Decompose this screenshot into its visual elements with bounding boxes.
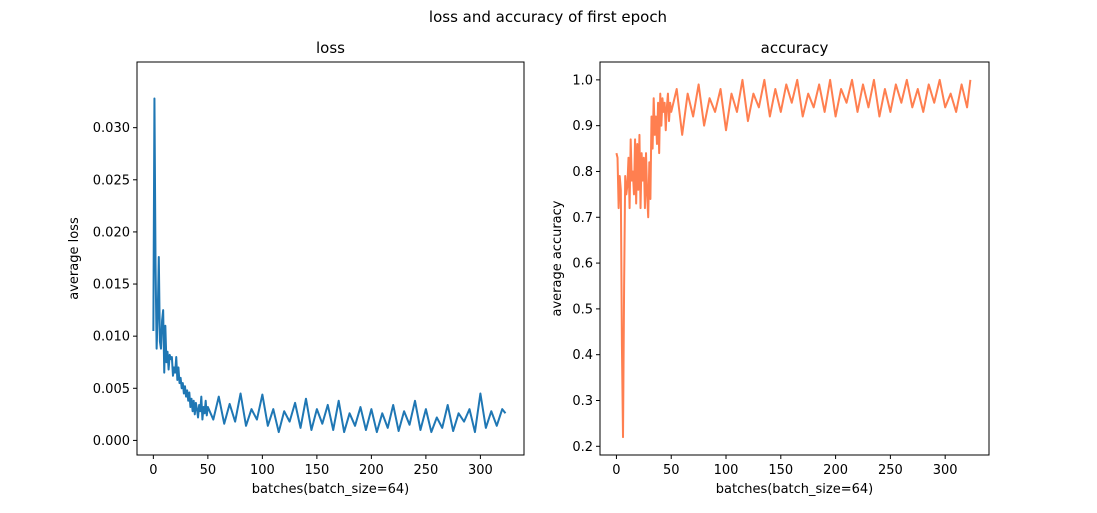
loss-x-tick-label: 250 xyxy=(413,463,438,478)
accuracy-y-tick-label: 1.0 xyxy=(572,73,593,88)
accuracy-x-tick-label: 0 xyxy=(612,463,620,478)
loss-y-tick-label: 0.015 xyxy=(93,278,130,293)
accuracy-y-tick-label: 0.6 xyxy=(572,257,593,272)
accuracy-x-tick-label: 250 xyxy=(878,463,903,478)
loss-y-tick-label: 0.020 xyxy=(93,225,130,240)
accuracy-y-tick-label: 0.2 xyxy=(572,440,593,455)
accuracy-y-tick-label: 0.5 xyxy=(572,302,593,317)
loss-axes-frame xyxy=(136,61,525,456)
loss-x-tick-label: 150 xyxy=(304,463,329,478)
loss-x-tick-label: 300 xyxy=(468,463,493,478)
loss-x-tick-label: 0 xyxy=(149,463,157,478)
accuracy-y-tick-label: 0.8 xyxy=(572,165,593,180)
accuracy-subplot: 0 50 100 150 200 250 300 0.2 0.3 0.4 0.5 0.6 0.7 0.8 0… xyxy=(550,39,990,497)
loss-subplot: 0 50 100 150 200 250 300 0.000 0.005 0.010 0.015 0.… xyxy=(67,39,525,497)
accuracy-x-axis-label: batches(batch_size=64) xyxy=(716,482,873,497)
loss-title: loss xyxy=(316,39,345,57)
accuracy-series-line xyxy=(615,78,972,439)
loss-x-axis-label: batches(batch_size=64) xyxy=(252,482,409,497)
accuracy-axes-frame xyxy=(599,61,990,456)
loss-x-tick-label: 200 xyxy=(359,463,384,478)
accuracy-y-tick-label: 0.3 xyxy=(572,394,593,409)
loss-y-axis-label: average loss xyxy=(67,217,82,300)
accuracy-title: accuracy xyxy=(761,39,829,57)
accuracy-x-tick-label: 200 xyxy=(823,463,848,478)
loss-y-tick-label: 0.025 xyxy=(93,173,130,188)
accuracy-x-tick-label: 50 xyxy=(663,463,680,478)
accuracy-y-tick-label: 0.7 xyxy=(572,211,593,226)
loss-series-line xyxy=(152,97,507,434)
loss-x-tick-label: 50 xyxy=(200,463,217,478)
accuracy-y-tick-label: 0.4 xyxy=(572,348,593,363)
accuracy-x-tick-label: 150 xyxy=(768,463,793,478)
loss-y-tick-label: 0.010 xyxy=(93,330,130,345)
loss-y-tick-label: 0.005 xyxy=(93,382,130,397)
accuracy-x-tick-label: 100 xyxy=(714,463,739,478)
loss-y-tick-label: 0.030 xyxy=(93,121,130,136)
loss-x-tick-label: 100 xyxy=(250,463,275,478)
accuracy-y-axis-label: average accuracy xyxy=(550,200,565,316)
loss-y-tick-label: 0.000 xyxy=(93,434,130,449)
figure-suptitle: loss and accuracy of first epoch xyxy=(429,8,667,26)
accuracy-y-tick-label: 0.9 xyxy=(572,119,593,134)
accuracy-x-tick-label: 300 xyxy=(933,463,958,478)
